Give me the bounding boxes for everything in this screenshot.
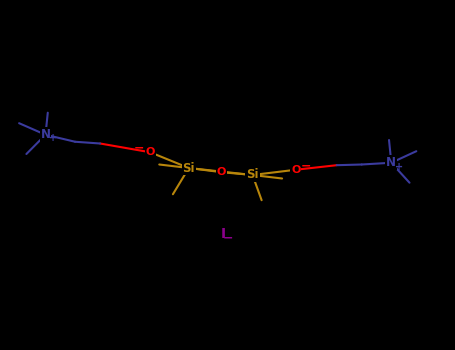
Text: N: N xyxy=(40,128,51,141)
Text: −: − xyxy=(223,231,234,245)
Text: −: − xyxy=(300,159,311,172)
Text: +: + xyxy=(394,162,403,172)
Text: −: − xyxy=(134,141,145,154)
Text: Si: Si xyxy=(182,161,195,175)
Text: O: O xyxy=(146,147,155,157)
Text: +: + xyxy=(49,133,57,143)
Text: I: I xyxy=(220,228,226,241)
Text: O: O xyxy=(217,167,226,177)
Text: O: O xyxy=(291,165,300,175)
Text: Si: Si xyxy=(246,168,259,182)
Text: N: N xyxy=(386,156,396,169)
